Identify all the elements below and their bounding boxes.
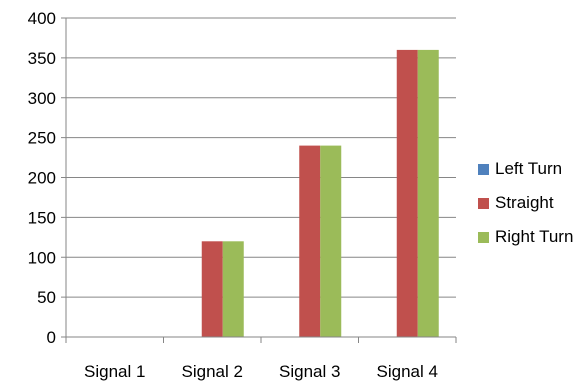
legend-item-straight: Straight bbox=[478, 186, 573, 220]
x-tick-label: Signal 3 bbox=[279, 362, 340, 381]
y-tick-labels: 0 50 100 150 200 250 300 350 400 bbox=[28, 9, 56, 347]
y-tick-label: 300 bbox=[28, 89, 56, 108]
bar-right-turn-signal-2 bbox=[222, 241, 244, 337]
bar-straight-signal-3 bbox=[299, 145, 321, 337]
bar-right-turn-signal-4 bbox=[417, 49, 439, 338]
legend-swatch-left-turn bbox=[478, 163, 489, 175]
legend: Left Turn Straight Right Turn bbox=[478, 152, 573, 254]
legend-swatch-right-turn bbox=[478, 231, 489, 243]
legend-item-left-turn: Left Turn bbox=[478, 152, 573, 186]
legend-label-right-turn: Right Turn bbox=[495, 227, 574, 246]
legend-swatch-straight bbox=[478, 197, 489, 209]
x-tick-labels: Signal 1 Signal 2 Signal 3 Signal 4 bbox=[84, 362, 438, 381]
legend-item-right-turn: Right Turn bbox=[478, 220, 573, 254]
y-tick-label: 100 bbox=[28, 248, 56, 267]
bar-right-turn-signal-3 bbox=[320, 145, 342, 337]
y-tick-label: 0 bbox=[47, 328, 56, 347]
y-tick-label: 50 bbox=[37, 288, 56, 307]
axes bbox=[61, 18, 457, 343]
bars bbox=[201, 49, 439, 338]
bar-straight-signal-2 bbox=[201, 241, 223, 337]
gridlines bbox=[61, 17, 456, 338]
x-tick-label: Signal 4 bbox=[377, 362, 438, 381]
legend-label-left-turn: Left Turn bbox=[495, 159, 563, 178]
x-tick-label: Signal 2 bbox=[182, 362, 243, 381]
y-tick-label: 400 bbox=[28, 9, 56, 28]
y-tick-label: 250 bbox=[28, 129, 56, 148]
y-tick-label: 200 bbox=[28, 169, 56, 188]
x-tick-label: Signal 1 bbox=[84, 362, 145, 381]
y-tick-label: 150 bbox=[28, 208, 56, 227]
legend-label-straight: Straight bbox=[495, 193, 554, 212]
y-tick-label: 350 bbox=[28, 49, 56, 68]
bar-straight-signal-4 bbox=[396, 49, 418, 338]
